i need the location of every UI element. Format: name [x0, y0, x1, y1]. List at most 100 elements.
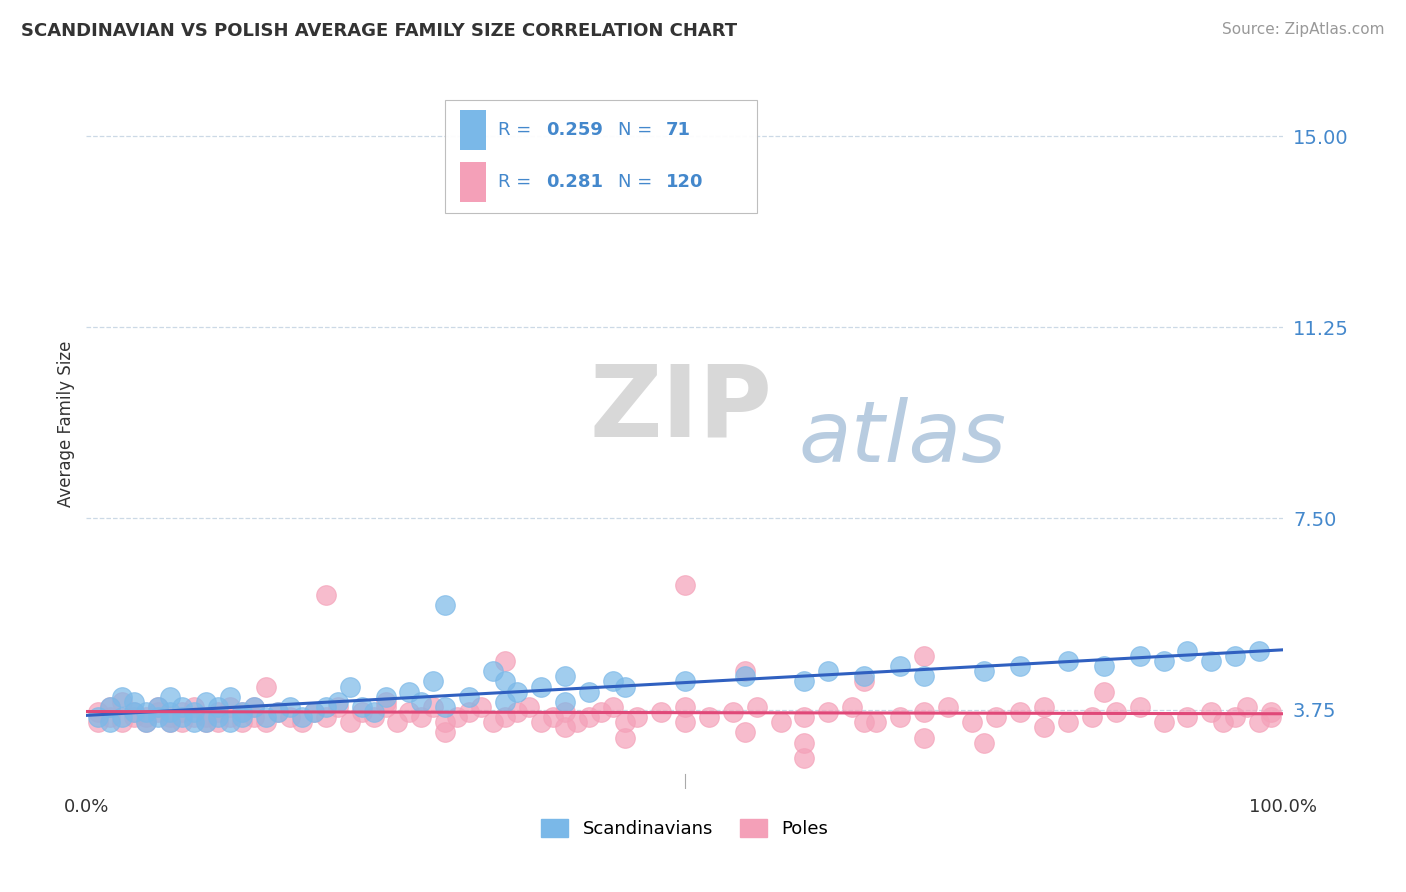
Point — [159, 715, 181, 730]
Point — [350, 700, 373, 714]
Point — [1225, 648, 1247, 663]
Point — [183, 700, 205, 714]
Point — [219, 700, 242, 714]
Point — [302, 705, 325, 719]
Point — [267, 705, 290, 719]
Point — [122, 710, 145, 724]
Point — [207, 710, 229, 724]
Point — [673, 674, 696, 689]
Point — [1153, 654, 1175, 668]
Point — [350, 705, 373, 719]
Point — [1092, 684, 1115, 698]
Point — [734, 665, 756, 679]
Text: 0.259: 0.259 — [546, 121, 603, 139]
Point — [745, 700, 768, 714]
Point — [494, 674, 516, 689]
Point — [578, 710, 600, 724]
Text: SCANDINAVIAN VS POLISH AVERAGE FAMILY SIZE CORRELATION CHART: SCANDINAVIAN VS POLISH AVERAGE FAMILY SI… — [21, 22, 737, 40]
Text: R =: R = — [498, 121, 537, 139]
Point — [589, 705, 612, 719]
Point — [470, 700, 492, 714]
Point — [650, 705, 672, 719]
Point — [219, 710, 242, 724]
Point — [613, 715, 636, 730]
Point — [912, 669, 935, 683]
Point — [530, 715, 553, 730]
Bar — [460, 110, 486, 150]
Point — [769, 715, 792, 730]
Point — [434, 725, 457, 739]
Point — [170, 700, 193, 714]
Point — [98, 715, 121, 730]
Point — [1249, 715, 1271, 730]
Point — [254, 680, 277, 694]
Point — [734, 669, 756, 683]
Point — [219, 690, 242, 704]
Point — [602, 674, 624, 689]
Point — [1032, 700, 1054, 714]
Point — [111, 715, 134, 730]
Point — [135, 705, 157, 719]
Point — [1236, 700, 1258, 714]
Point — [482, 665, 505, 679]
Point — [578, 684, 600, 698]
Point — [506, 684, 529, 698]
Point — [302, 705, 325, 719]
Point — [183, 705, 205, 719]
Point — [411, 695, 433, 709]
Point — [841, 700, 863, 714]
Point — [183, 710, 205, 724]
Point — [254, 715, 277, 730]
Point — [243, 700, 266, 714]
Point — [183, 715, 205, 730]
Point — [315, 588, 337, 602]
Point — [87, 715, 110, 730]
Point — [363, 710, 385, 724]
Point — [146, 705, 169, 719]
Point — [530, 680, 553, 694]
Point — [111, 710, 134, 724]
Point — [339, 680, 361, 694]
Point — [278, 700, 301, 714]
Point — [326, 700, 349, 714]
Point — [278, 710, 301, 724]
Point — [1080, 710, 1102, 724]
Point — [1153, 715, 1175, 730]
Point — [159, 715, 181, 730]
Point — [1177, 644, 1199, 658]
Point — [494, 695, 516, 709]
Point — [673, 715, 696, 730]
Point — [159, 690, 181, 704]
Point — [231, 715, 253, 730]
Point — [613, 680, 636, 694]
Point — [1260, 705, 1282, 719]
Point — [422, 674, 444, 689]
Text: R =: R = — [498, 173, 537, 191]
Point — [291, 715, 314, 730]
Point — [195, 715, 218, 730]
Point — [458, 690, 481, 704]
Point — [231, 710, 253, 724]
Point — [865, 715, 887, 730]
Point — [973, 665, 995, 679]
Point — [506, 705, 529, 719]
Bar — [460, 162, 486, 202]
Point — [554, 720, 576, 734]
Point — [1008, 705, 1031, 719]
Point — [363, 705, 385, 719]
Point — [1212, 715, 1234, 730]
Point — [889, 659, 911, 673]
Point — [793, 736, 815, 750]
Point — [984, 710, 1007, 724]
Point — [398, 684, 420, 698]
Point — [853, 674, 876, 689]
Point — [87, 710, 110, 724]
Point — [1032, 720, 1054, 734]
Point — [853, 669, 876, 683]
Point — [98, 700, 121, 714]
Point — [1129, 700, 1152, 714]
Point — [146, 700, 169, 714]
Point — [673, 577, 696, 591]
Point — [494, 654, 516, 668]
Point — [1056, 654, 1078, 668]
